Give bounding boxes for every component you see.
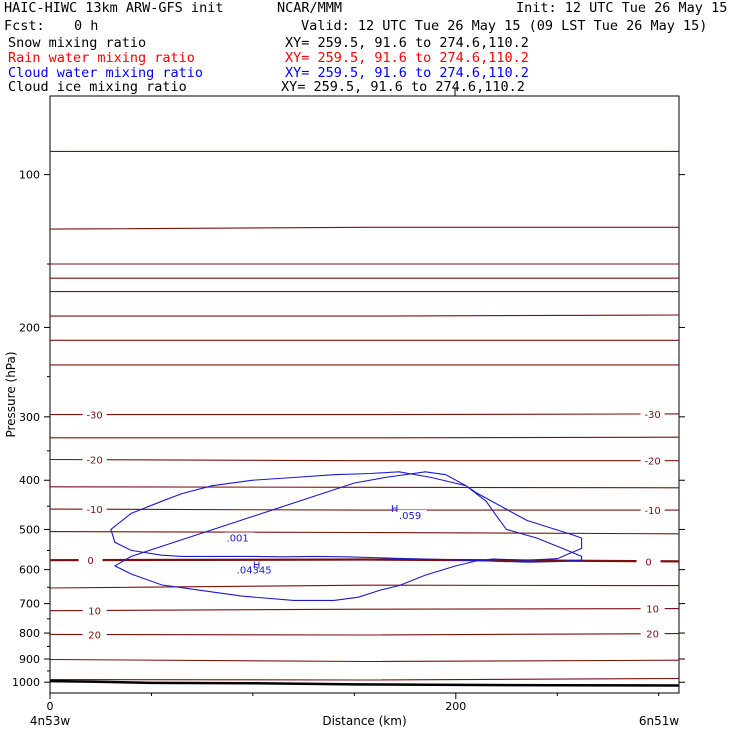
isotherm-label-bg: [640, 628, 665, 640]
isotherm-label-bg: [82, 409, 107, 421]
isotherm-line: [50, 584, 679, 589]
isotherm-label: -10: [644, 506, 660, 517]
cloud-water-high-marker: H: [391, 504, 399, 515]
field-xy-cloud-ice: XY= 259.5, 91.6 to 274.6,110.2: [281, 79, 525, 95]
y-tick-label-400: 400: [19, 474, 40, 487]
plot-content: -30 -30 -20 -20 -10 -10 0 0 10 10 20 20 .001 .059 .043…: [50, 150, 679, 687]
field-name-cloud-water: Cloud water mixing ratio: [8, 65, 204, 81]
fcst-value: 0 h: [74, 18, 99, 34]
isotherm-label-bg: [636, 556, 661, 568]
field-name-cloud-ice: Cloud ice mixing ratio: [8, 79, 187, 95]
init-time: Init: 12 UTC Tue 26 May 15: [516, 0, 728, 16]
y-tick-label-100: 100: [19, 169, 40, 182]
terrain-line: [50, 679, 679, 687]
y-tick-label-200: 200: [19, 321, 40, 334]
isotherm-line: [50, 458, 679, 462]
cloud-water-label: .001: [227, 533, 249, 544]
isotherm-label: -30: [86, 411, 102, 422]
y-tick-label-900: 900: [19, 653, 40, 666]
isotherm-label-bg: [640, 408, 665, 420]
valid-time: Valid: 12 UTC Tue 26 May 15 (09 LST Tue …: [301, 18, 708, 34]
isotherm-label-bg: [640, 455, 665, 467]
cloud-water-label: .04345: [237, 565, 272, 576]
isotherm-line: [50, 531, 679, 535]
isotherm-label-bg: [640, 505, 665, 517]
isotherm-line: [50, 677, 679, 681]
cloud-water-label-bg: [396, 510, 427, 522]
cloud-water-contour: [110, 471, 583, 601]
y-tick-label-800: 800: [19, 627, 40, 640]
isotherm-line: [50, 413, 679, 416]
isotherm-label-bg: [82, 605, 107, 617]
x-axis-title: Distance (km): [322, 714, 406, 728]
field-xy-cloud-water: XY= 259.5, 91.6 to 274.6,110.2: [285, 65, 529, 81]
isotherm-label-bg: [78, 555, 103, 567]
y-tick-label-1000: 1000: [12, 676, 40, 689]
cloud-water-high-marker: H: [253, 561, 261, 572]
isotherm-label-bg: [82, 629, 107, 641]
isotherm-line: [50, 558, 679, 563]
x-tick-label-0: 0: [47, 700, 54, 713]
isotherm-label-bg: [82, 454, 107, 466]
org-label: NCAR/MMM: [277, 0, 343, 16]
field-xy-rain: XY= 259.5, 91.6 to 274.6,110.2: [285, 50, 529, 66]
field-xy-snow: XY= 259.5, 91.6 to 274.6,110.2: [285, 35, 529, 51]
isotherm-label: 0: [87, 556, 93, 567]
y-axis-title: Pressure (hPa): [4, 351, 18, 437]
isotherm-line: [50, 633, 679, 636]
cloud-water-label-bg: [224, 532, 255, 544]
isotherm-label-bg: [640, 603, 665, 615]
y-tick-label-700: 700: [19, 598, 40, 611]
isotherm-line: [50, 608, 679, 612]
field-name-snow: Snow mixing ratio: [8, 35, 147, 51]
isotherm-line: [50, 314, 679, 317]
isotherm-label: 20: [88, 630, 101, 641]
isotherm-label-bg: [82, 504, 107, 516]
y-tick-label-600: 600: [19, 564, 40, 577]
y-tick-label-300: 300: [19, 411, 40, 424]
x-tick-label-200: 200: [445, 700, 466, 713]
plot-frame: [49, 95, 680, 694]
isotherm-line: [50, 486, 679, 489]
isotherm-label: -20: [644, 457, 660, 468]
isotherm-label: 10: [88, 607, 101, 618]
cloud-water-label-bg: [234, 564, 278, 576]
isotherm-line: [50, 658, 679, 663]
isotherm-label: 10: [646, 605, 659, 616]
isotherm-label: 0: [645, 557, 651, 568]
model-title: HAIC-HIWC 13km ARW-GFS init: [4, 0, 224, 16]
isotherm-line: [50, 436, 679, 439]
y-tick-label-500: 500: [19, 523, 40, 536]
isotherm-label: -10: [86, 505, 102, 516]
fcst-label: Fcst:: [4, 18, 45, 34]
start-location-label: 4n53w: [30, 714, 71, 728]
isotherm-line: [50, 508, 679, 511]
isotherm-label: 20: [646, 630, 659, 641]
end-location-label: 6n51w: [639, 714, 680, 728]
field-name-rain: Rain water mixing ratio: [8, 50, 195, 66]
cloud-water-label: .059: [399, 511, 421, 522]
isotherm-label: -20: [86, 455, 102, 466]
isotherm-label: -30: [644, 410, 660, 421]
isotherm-line: [50, 226, 679, 230]
